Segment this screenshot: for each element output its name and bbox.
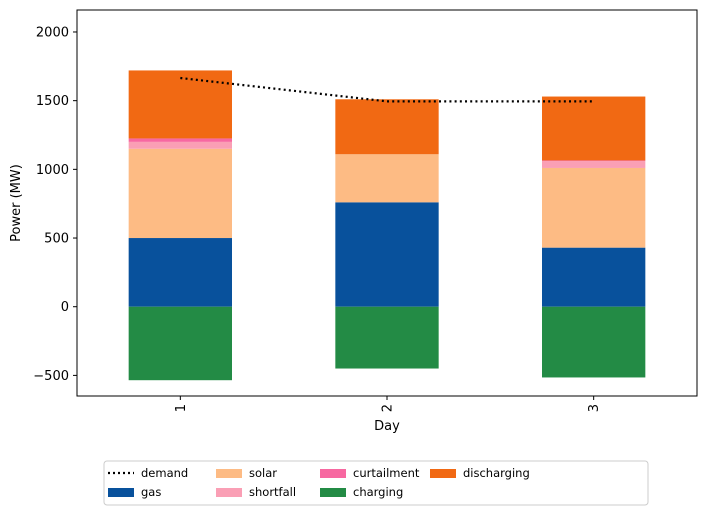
legend-label-charging: charging	[353, 485, 403, 499]
bars-layer	[128, 70, 646, 381]
legend-swatch-solar	[216, 469, 242, 478]
x-tick-label: 3	[587, 404, 602, 412]
bar-solar-1	[128, 148, 232, 239]
legend-label-shortfall: shortfall	[249, 485, 296, 499]
legend-label-demand: demand	[141, 466, 188, 480]
y-tick-label: 0	[61, 300, 69, 315]
bar-shortfall-3	[542, 161, 646, 168]
x-tick-label: 1	[174, 404, 189, 412]
y-tick-label: −500	[33, 369, 69, 384]
legend-swatch-discharging	[430, 469, 456, 478]
y-axis-label: Power (MW)	[9, 164, 24, 242]
bar-curtailment-1	[128, 138, 232, 142]
y-axis-ticks: −500 0 500 1000 1500 2000	[33, 25, 77, 384]
y-tick-label: 1500	[36, 94, 69, 109]
legend-label-gas: gas	[141, 485, 161, 499]
bar-shortfall-1	[128, 141, 232, 149]
legend: demand gas solar shortfall curtailment chargi…	[103, 460, 649, 506]
bar-charging-3	[542, 306, 646, 378]
bar-gas-3	[542, 247, 646, 307]
legend-label-discharging: discharging	[463, 466, 530, 480]
y-tick-label: 1000	[36, 163, 69, 178]
bar-gas-1	[128, 238, 232, 307]
bar-curtailment-3	[542, 160, 646, 162]
x-tick-label: 2	[381, 404, 396, 412]
legend-swatch-charging	[320, 488, 346, 497]
legend-swatch-curtailment	[320, 469, 346, 478]
x-axis-ticks: 1 2 3	[174, 396, 602, 412]
demand-line-layer	[180, 76, 594, 103]
bar-discharging-3	[542, 96, 646, 161]
bar-solar-2	[335, 154, 439, 203]
y-tick-label: 500	[44, 232, 69, 247]
bar-discharging-1	[128, 70, 232, 139]
legend-label-solar: solar	[249, 466, 277, 480]
legend-label-curtailment: curtailment	[353, 466, 420, 480]
bar-gas-2	[335, 202, 439, 307]
demand-line	[180, 76, 594, 103]
legend-swatch-gas	[108, 488, 134, 497]
bar-charging-2	[335, 306, 439, 369]
bar-discharging-2	[335, 99, 439, 155]
bar-charging-1	[128, 306, 232, 381]
bar-solar-3	[542, 167, 646, 248]
y-tick-label: 2000	[36, 25, 69, 40]
x-axis-label: Day	[374, 419, 400, 434]
legend-swatch-shortfall	[216, 488, 242, 497]
